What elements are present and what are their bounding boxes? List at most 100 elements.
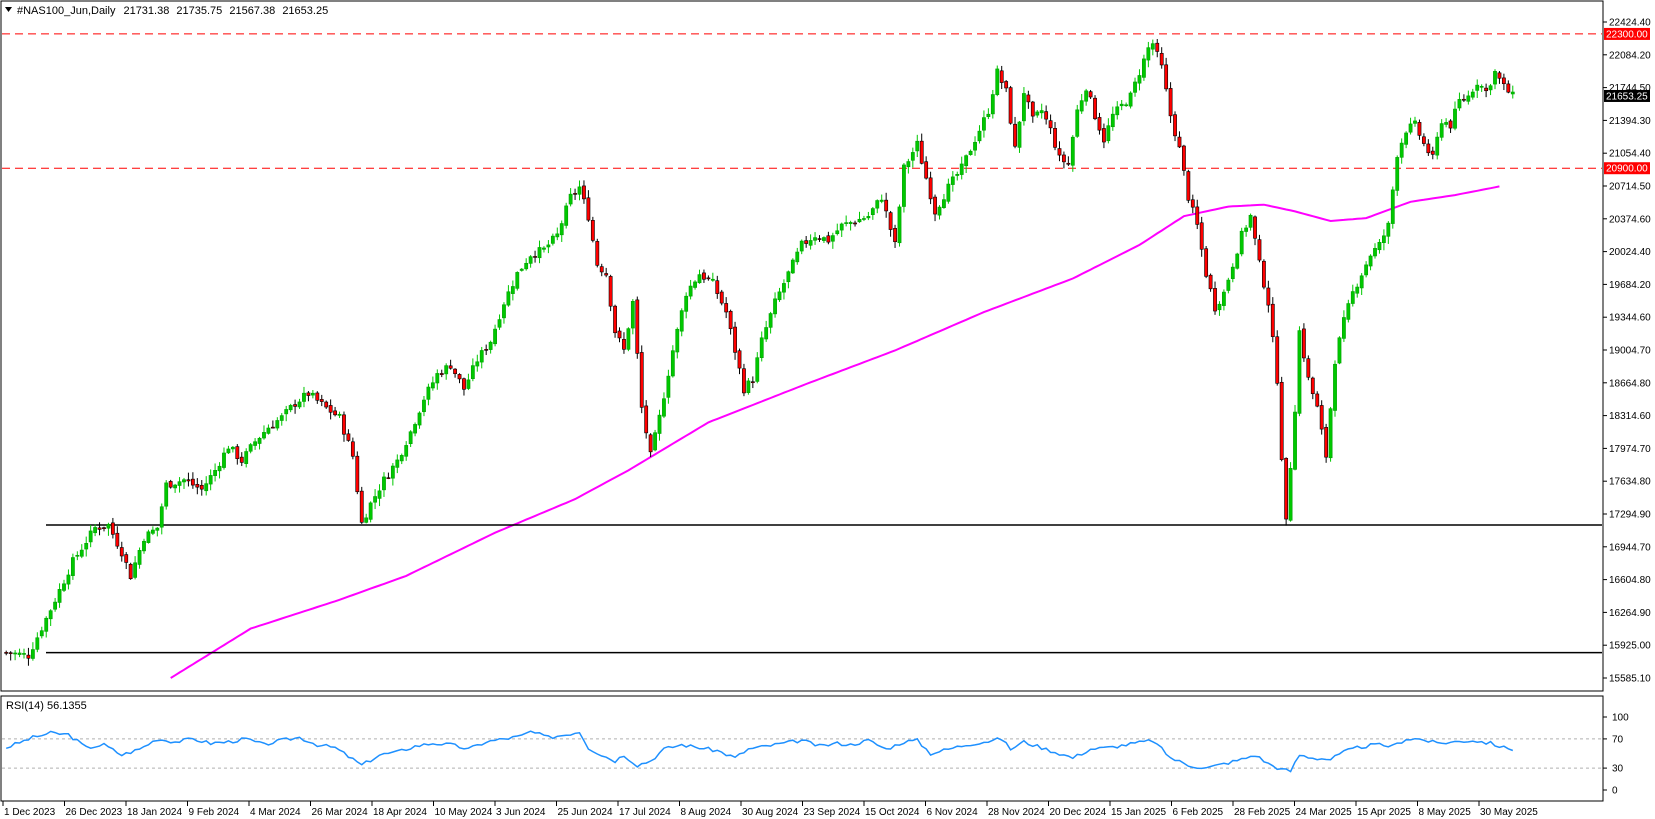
price-tick-label: 20024.40: [1609, 247, 1651, 258]
candle-body: [1164, 64, 1169, 90]
candle: [159, 503, 164, 535]
candle-body: [1453, 108, 1457, 129]
candle: [1182, 144, 1186, 176]
candle: [1057, 141, 1062, 162]
rsi-line-layer: [5, 730, 1514, 773]
price-tick-label: 15585.10: [1609, 674, 1651, 685]
candle-body: [968, 150, 973, 155]
candle-body: [866, 216, 871, 219]
candle-body: [1102, 128, 1106, 143]
candle: [977, 125, 982, 144]
candle: [777, 287, 782, 302]
candle: [1337, 336, 1342, 365]
candle: [1395, 155, 1400, 196]
candle-body: [986, 113, 991, 117]
candle-body: [1239, 230, 1244, 255]
candle-body: [710, 278, 715, 281]
ohlc-high: 21735.75: [176, 5, 222, 17]
candle: [297, 398, 302, 409]
candle-body: [662, 398, 666, 417]
price-tick-label: 19004.70: [1609, 346, 1651, 357]
candle-body: [782, 283, 786, 293]
candle: [1079, 94, 1084, 114]
candle: [439, 369, 444, 378]
candle-body: [444, 365, 449, 375]
candle-body: [1044, 111, 1049, 120]
candle: [506, 285, 511, 307]
candle-body: [1373, 248, 1377, 257]
candle: [213, 463, 217, 482]
candle: [217, 462, 222, 479]
candle: [279, 413, 284, 426]
candle: [1355, 283, 1360, 298]
candle-body: [1355, 286, 1360, 294]
candle-body: [1368, 255, 1373, 267]
candle: [657, 409, 662, 441]
candle: [1093, 95, 1097, 121]
candle-body: [17, 652, 22, 655]
candle-body: [1088, 91, 1093, 98]
time-tick-label: 9 Feb 2024: [189, 807, 240, 818]
candle: [822, 236, 826, 244]
candle-body: [688, 285, 693, 297]
candle: [768, 311, 773, 334]
candle-body: [382, 476, 386, 491]
time-tick-label: 6 Feb 2025: [1173, 807, 1224, 818]
candle: [848, 220, 853, 231]
candle-body: [577, 186, 582, 195]
candle: [675, 327, 680, 359]
price-tick-label: 20714.50: [1609, 182, 1651, 193]
candle: [724, 297, 729, 319]
candle: [1457, 92, 1462, 111]
candle-body: [1390, 189, 1395, 224]
candle-body: [146, 531, 151, 543]
candle-body: [839, 223, 844, 231]
candle-body: [893, 228, 897, 243]
price-level-tag-label: 22300.00: [1606, 29, 1648, 40]
candle-body: [1079, 100, 1084, 112]
price-tick-label: 16604.80: [1609, 575, 1651, 586]
candle: [586, 190, 591, 222]
candle: [1257, 234, 1262, 263]
candle-body: [155, 527, 160, 531]
candle-body: [1448, 120, 1453, 129]
candle-body: [1395, 157, 1400, 191]
candle: [648, 433, 653, 458]
candle: [106, 522, 111, 536]
price-tick-label: 21394.30: [1609, 116, 1651, 127]
candle-body: [759, 337, 764, 358]
candle: [395, 454, 400, 474]
candle: [1030, 100, 1035, 123]
candle: [239, 452, 244, 467]
candle: [48, 609, 53, 626]
candle: [893, 224, 897, 248]
candle-body: [1190, 199, 1195, 208]
candle: [782, 279, 786, 300]
candle-body: [48, 610, 53, 620]
candle-body: [1506, 83, 1511, 93]
candle: [230, 446, 235, 453]
candle-body: [62, 583, 66, 591]
candle-body: [733, 326, 737, 353]
candle-body: [1097, 117, 1102, 131]
candle-body: [337, 413, 342, 416]
main-pane[interactable]: 22424.40 22084.20 21744.50 21394.30 21054.40…: [0, 0, 1651, 692]
candle-body: [97, 527, 102, 530]
candle-body: [57, 589, 62, 603]
time-tick-label: 15 Oct 2024: [865, 807, 920, 818]
candle: [168, 479, 173, 489]
symbol-dropdown-icon[interactable]: [5, 7, 12, 12]
candle-body: [324, 401, 329, 408]
candle: [897, 204, 902, 247]
candle: [826, 231, 831, 245]
candle: [1342, 310, 1346, 342]
price-tick-label: 19344.60: [1609, 313, 1651, 324]
candle: [355, 451, 360, 495]
candle-body: [822, 237, 826, 241]
candle: [804, 235, 809, 248]
candle: [1346, 299, 1351, 323]
candle: [1275, 330, 1280, 386]
candle-body: [128, 563, 133, 580]
candle-body: [182, 479, 186, 483]
